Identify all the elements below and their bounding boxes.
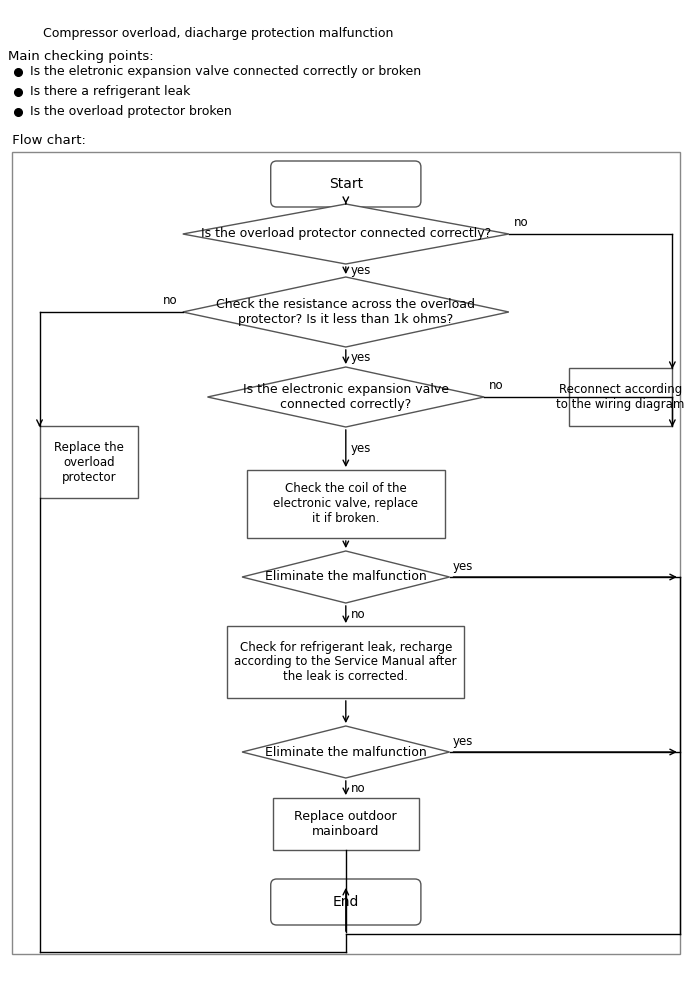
Bar (568, 368, 672, 426)
Text: no: no (351, 608, 365, 621)
Text: Is the overload protector broken: Is the overload protector broken (29, 105, 232, 118)
Polygon shape (183, 204, 509, 264)
Text: Start: Start (329, 177, 363, 191)
Text: Flow chart:: Flow chart: (8, 134, 86, 147)
Text: yes: yes (351, 350, 371, 363)
Text: no: no (514, 216, 528, 229)
FancyBboxPatch shape (271, 879, 421, 925)
Text: no: no (351, 782, 365, 795)
Polygon shape (242, 726, 449, 778)
Text: Check the resistance across the overload
protector? Is it less than 1k ohms?: Check the resistance across the overload… (216, 298, 475, 326)
FancyBboxPatch shape (271, 161, 421, 207)
Text: Main checking points:: Main checking points: (8, 50, 153, 63)
Text: Replace the
overload
protector: Replace the overload protector (54, 440, 124, 483)
Bar (273, 798, 419, 850)
Text: yes: yes (452, 560, 473, 573)
Text: Is there a refrigerant leak: Is there a refrigerant leak (29, 85, 190, 98)
Text: yes: yes (351, 264, 371, 277)
Text: Replace outdoor
mainboard: Replace outdoor mainboard (295, 810, 397, 838)
Text: yes: yes (452, 735, 473, 748)
Polygon shape (183, 277, 509, 347)
Text: Is the eletronic expansion valve connected correctly or broken: Is the eletronic expansion valve connect… (29, 65, 421, 78)
Text: Reconnect according
to the wiring diagram: Reconnect according to the wiring diagra… (556, 383, 685, 411)
Bar (39, 426, 139, 498)
Text: Eliminate the malfunction: Eliminate the malfunction (265, 570, 427, 583)
Text: no: no (489, 379, 504, 392)
Text: End: End (332, 895, 359, 909)
Text: Eliminate the malfunction: Eliminate the malfunction (265, 746, 427, 759)
Text: Compressor overload, diacharge protection malfunction: Compressor overload, diacharge protectio… (34, 27, 393, 40)
Text: Check for refrigerant leak, recharge
according to the Service Manual after
the l: Check for refrigerant leak, recharge acc… (234, 641, 457, 683)
Bar (247, 470, 444, 538)
Text: yes: yes (351, 442, 371, 455)
Text: no: no (163, 294, 178, 307)
Text: Check the coil of the
electronic valve, replace
it if broken.: Check the coil of the electronic valve, … (273, 482, 419, 526)
Bar (12, 152, 680, 954)
Text: Is the electronic expansion valve
connected correctly?: Is the electronic expansion valve connec… (243, 383, 449, 411)
Text: Is the overload protector connected correctly?: Is the overload protector connected corr… (201, 227, 491, 240)
Polygon shape (242, 551, 449, 603)
Polygon shape (207, 367, 484, 427)
Bar (228, 626, 464, 698)
